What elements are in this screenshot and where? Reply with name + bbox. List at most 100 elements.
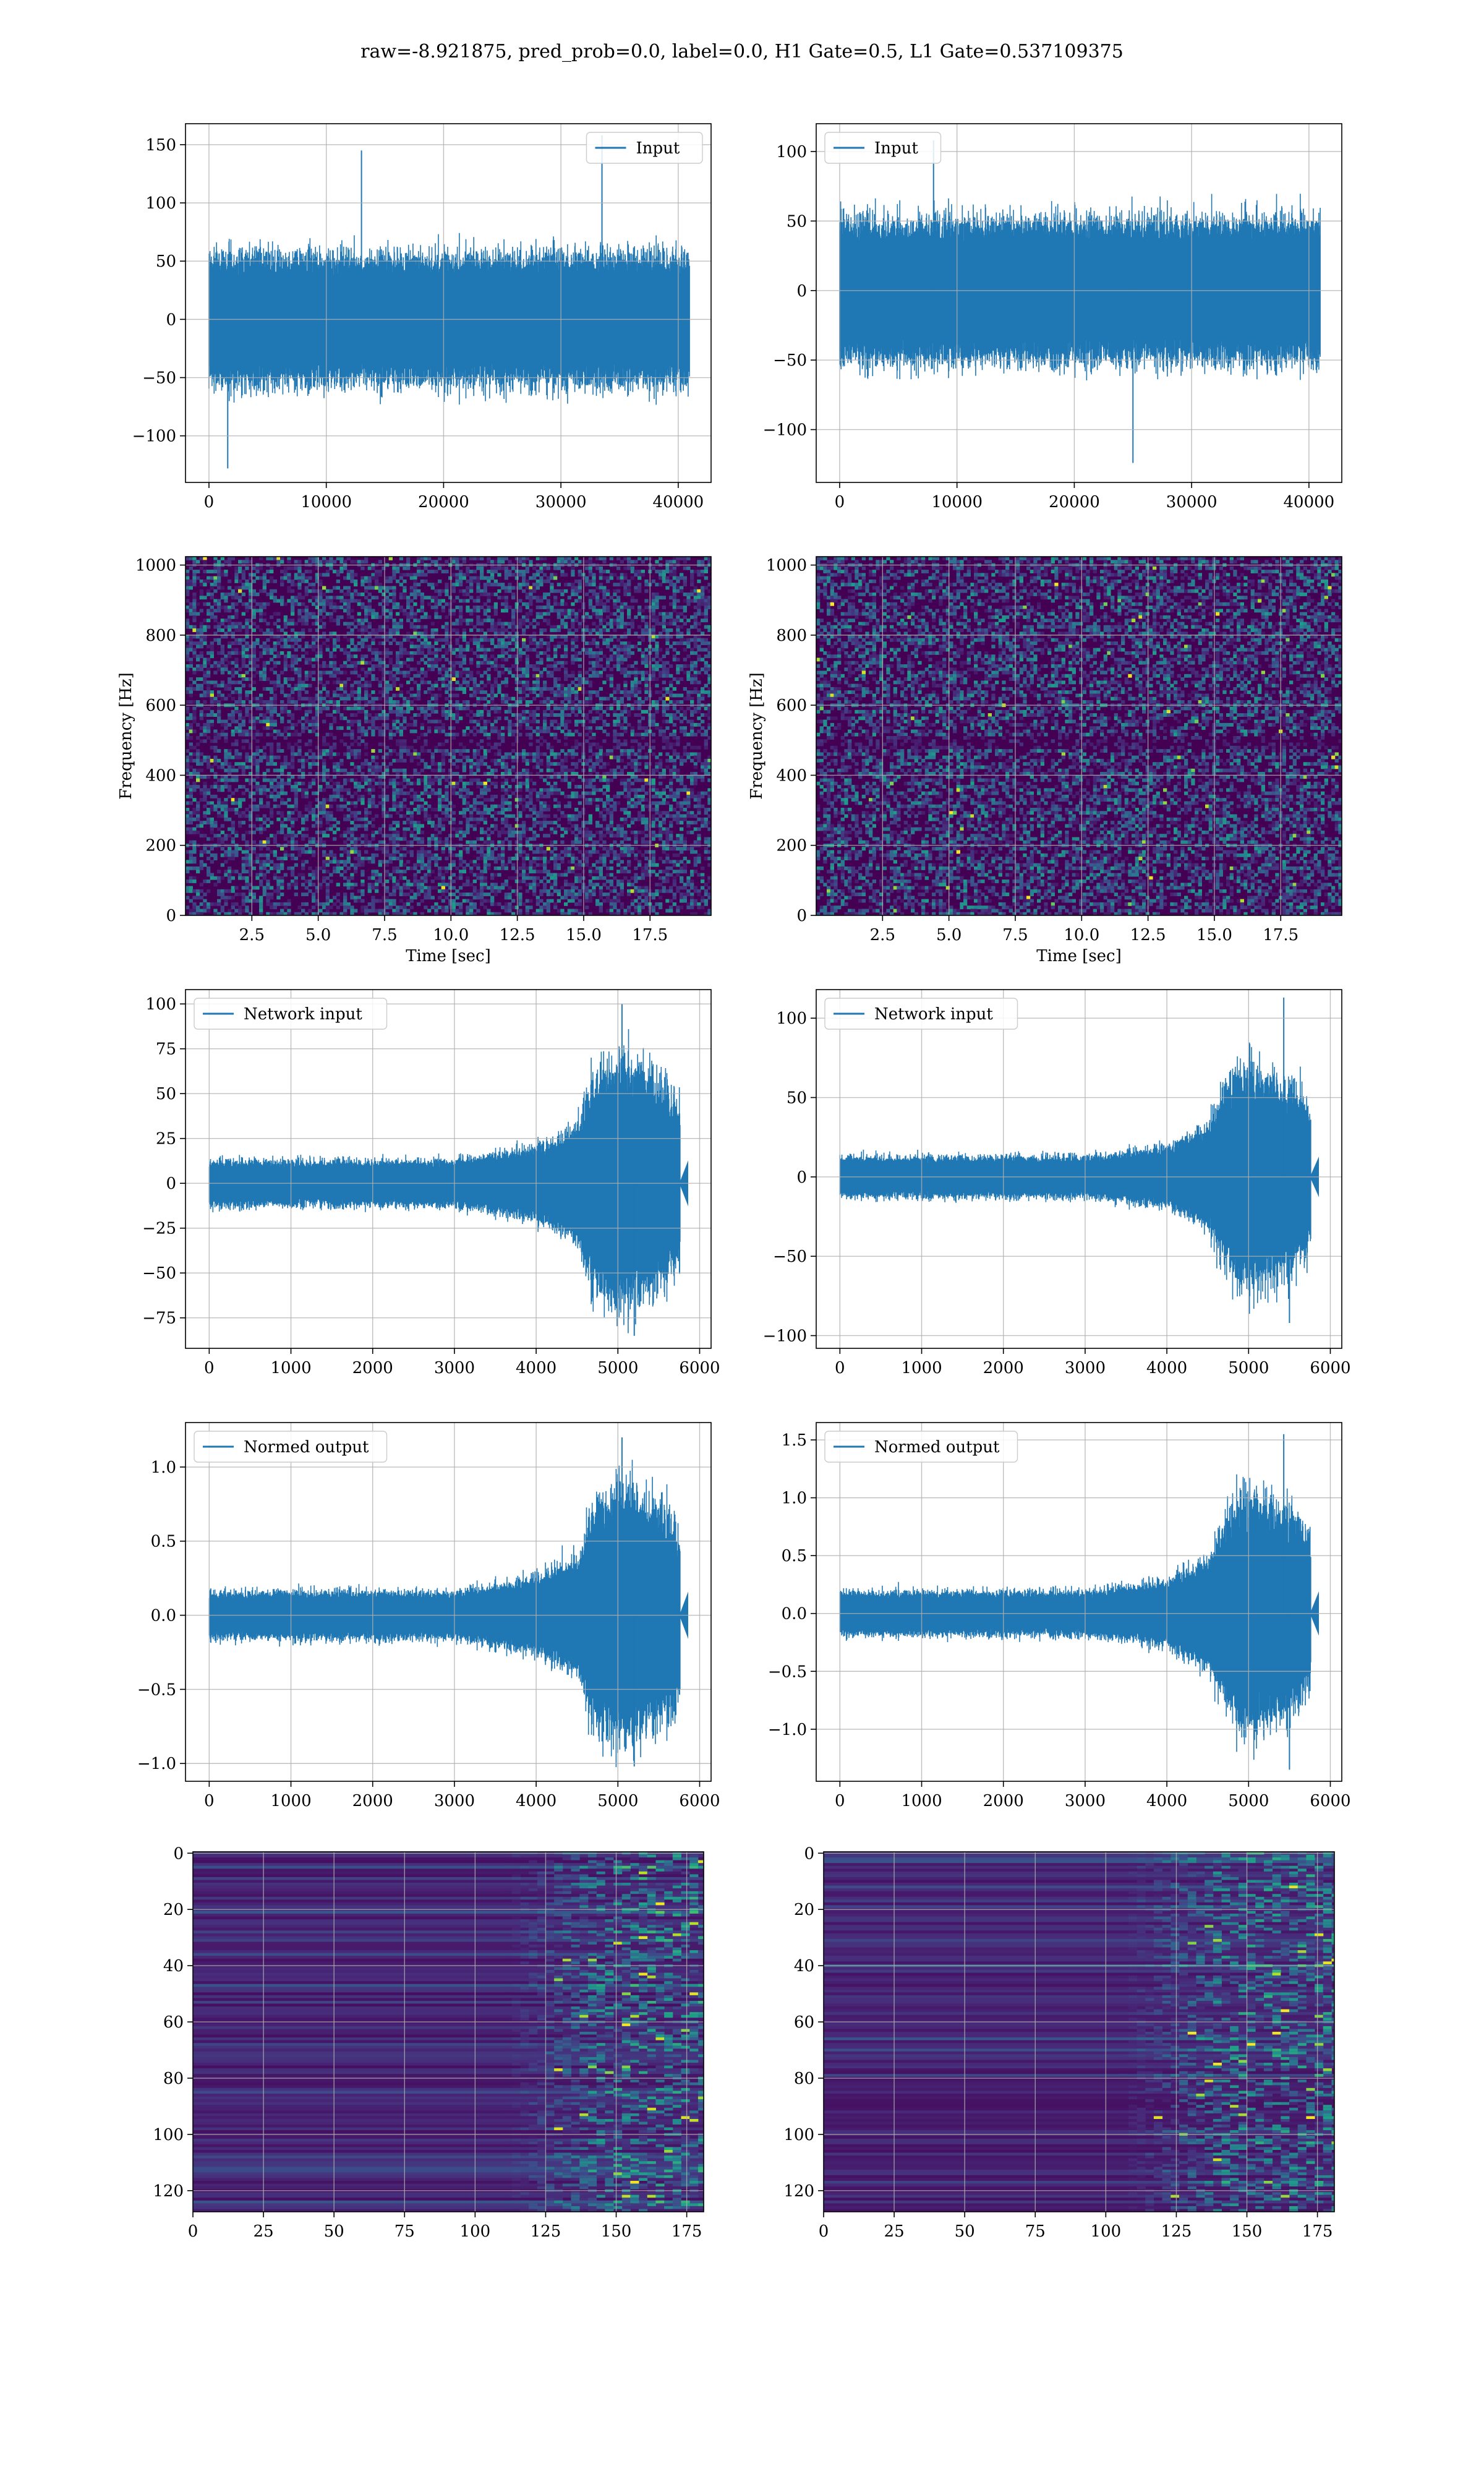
spectrogram-cell [259,873,263,877]
spectrogram-cell [262,651,267,655]
spectrogram-cell [199,644,203,649]
spectrogram-cell [360,739,365,743]
spectrogram-cell [280,821,284,824]
spectrogram-cell [234,811,239,815]
spectrogram-cell [371,729,375,734]
spectrogram-cell [245,755,249,760]
spectrogram-cell [399,622,403,626]
spectrogram-cell [346,830,351,834]
spectrogram-cell [192,615,197,619]
spectrogram-cell [396,687,400,691]
spectrogram-cell [304,579,309,583]
spectrogram-cell [480,791,484,795]
spectrogram-cell [483,657,487,662]
spectrogram-cell [294,817,298,821]
spectrogram-cell [220,847,224,851]
spectrogram-cell [466,880,470,883]
spectrogram-cell [367,606,372,609]
spectrogram-cell [266,593,270,596]
spectrogram-cell [207,674,211,678]
spectrogram-cell [354,719,358,724]
spectrogram-cell [406,866,411,870]
spectrogram-cell [346,586,351,590]
spectrogram-cell [438,830,442,834]
spectrogram-cell [354,883,358,887]
spectrogram-cell [441,752,445,756]
spectrogram-cell [455,889,459,893]
spectrogram-cell [273,876,277,880]
spectrogram-cell [406,680,411,685]
spectrogram-cell [413,667,417,672]
spectrogram-cell [273,804,277,808]
spectrogram-cell [283,902,288,906]
spectrogram-cell [203,657,207,662]
spectrogram-cell [448,853,453,857]
spectrogram-cell [417,821,421,824]
spectrogram-cell [255,762,260,766]
spectrogram-cell [501,651,505,655]
spectrogram-cell [304,794,309,798]
spectrogram-cell [199,834,203,838]
spectrogram-cell [343,732,348,737]
spectrogram-cell [287,840,291,844]
spectrogram-cell [217,827,221,831]
spectrogram-cell [451,651,456,655]
spectrogram-cell [451,755,456,760]
spectrogram-cell [354,706,358,711]
spectrogram-cell [476,876,480,880]
spectrogram-cell [409,758,414,763]
spectrogram-cell [438,768,442,773]
spectrogram-cell [466,821,470,824]
spectrogram-cell [199,667,203,672]
spectrogram-cell [487,847,491,851]
spectrogram-cell [409,625,414,629]
spectrogram-cell [238,622,242,626]
spectrogram-cell [445,889,449,893]
spectrogram-cell [441,775,445,779]
spectrogram-cell [343,860,348,864]
spectrogram-cell [196,664,200,668]
spectrogram-cell [308,700,312,704]
spectrogram-cell [273,648,277,652]
spectrogram-cell [466,609,470,613]
spectrogram-cell [438,840,442,844]
spectrogram-cell [199,912,203,915]
spectrogram-cell [213,589,218,593]
spectrogram-cell [291,612,295,616]
spectrogram-cell [364,840,369,844]
spectrogram-cell [294,798,298,802]
spectrogram-cell [339,758,344,763]
spectrogram-cell [207,593,211,596]
spectrogram-cell [203,693,207,698]
spectrogram-cell [276,880,281,883]
spectrogram-cell [325,804,330,808]
spectrogram-cell [367,886,372,890]
spectrogram-cell [262,804,267,808]
spectrogram-cell [203,758,207,763]
spectrogram-cell [322,573,326,577]
spectrogram-cell [283,654,288,659]
spectrogram-cell [291,817,295,821]
spectrogram-cell [409,599,414,603]
spectrogram-cell [501,560,505,564]
spectrogram-cell [228,716,232,721]
spectrogram-cell [196,808,200,811]
spectrogram-cell [291,609,295,613]
spectrogram-cell [249,866,253,870]
spectrogram-cell [346,589,351,593]
spectrogram-cell [304,892,309,896]
spectrogram-cell [350,599,354,603]
spectrogram-cell [294,602,298,606]
spectrogram-cell [476,749,480,753]
spectrogram-cell [497,687,501,691]
spectrogram-cell [329,817,333,821]
spectrogram-cell [207,880,211,883]
spectrogram-cell [427,557,432,560]
spectrogram-cell [297,596,302,600]
spectrogram-cell [315,886,319,890]
spectrogram-cell [360,709,365,714]
spectrogram-cell [378,635,382,639]
spectrogram-cell [399,788,403,792]
spectrogram-cell [245,602,249,606]
spectrogram-cell [252,840,256,844]
